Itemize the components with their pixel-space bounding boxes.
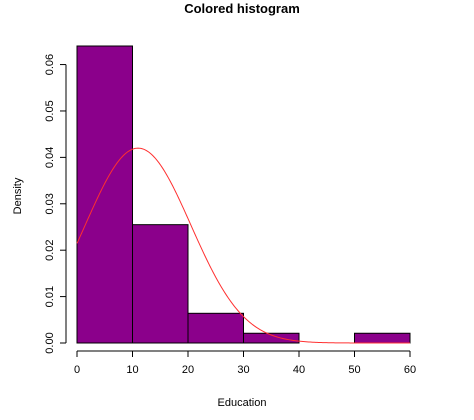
chart-title: Colored histogram (184, 1, 300, 16)
y-tick-label: 0.04 (44, 147, 56, 168)
bar-20-30 (187, 312, 244, 344)
x-tick-label: 10 (126, 364, 138, 376)
x-tick-label: 50 (348, 364, 360, 376)
density-curve (76, 147, 410, 344)
y-tick-label: 0.05 (44, 100, 56, 121)
curve-group (76, 147, 410, 344)
bar-30-40 (243, 332, 300, 344)
x-tick-label: 40 (293, 364, 305, 376)
x-tick-label: 20 (182, 364, 194, 376)
y-axis-label: Density (12, 177, 24, 214)
bar-0-10 (76, 45, 133, 344)
y-tick-label: 0.01 (44, 286, 56, 307)
x-tick-label: 0 (74, 364, 80, 376)
y-tick-label: 0.06 (44, 54, 56, 75)
x-axis-label: Education (218, 397, 267, 409)
y-tick-label: 0.00 (44, 332, 56, 353)
y-tick-label: 0.03 (44, 193, 56, 214)
x-axis: 0 10 20 30 40 50 60 (74, 350, 416, 376)
x-tick-label: 30 (237, 364, 249, 376)
bar-50-60 (354, 332, 411, 344)
bar-10-20 (132, 224, 189, 344)
y-axis: 0.00 0.01 0.02 0.03 0.04 0.05 0.06 (44, 54, 67, 354)
y-tick-label: 0.02 (44, 239, 56, 260)
x-tick-label: 60 (404, 364, 416, 376)
bars-group (76, 45, 411, 344)
